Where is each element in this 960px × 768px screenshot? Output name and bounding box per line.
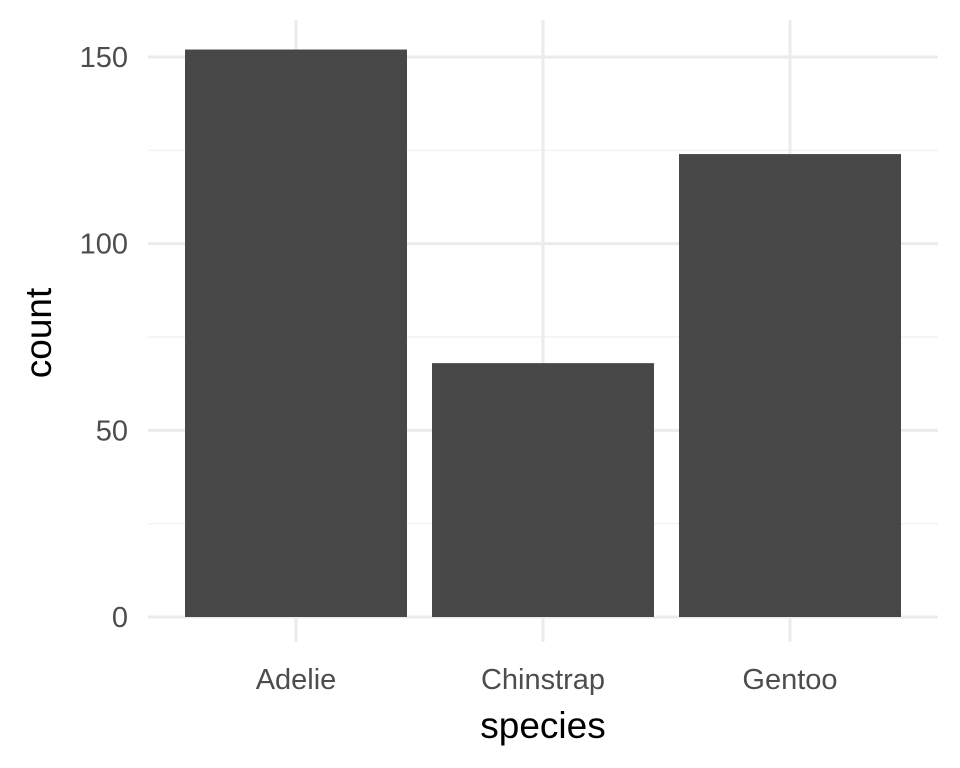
- x-tick-labels: Adelie Chinstrap Gentoo: [256, 664, 838, 696]
- y-tick-labels: 0 50 100 150: [80, 42, 128, 634]
- x-tick-label: Chinstrap: [481, 664, 605, 696]
- y-tick-label: 0: [112, 602, 128, 634]
- y-tick-label: 50: [96, 415, 128, 447]
- y-axis-title: count: [18, 287, 59, 378]
- x-axis-title: species: [480, 705, 605, 746]
- bar-gentoo: [679, 154, 901, 618]
- bar-adelie: [185, 49, 407, 618]
- x-tick-label: Adelie: [256, 664, 337, 696]
- bar-chinstrap: [432, 363, 654, 617]
- y-tick-label: 100: [80, 229, 128, 261]
- y-tick-label: 150: [80, 42, 128, 74]
- x-tick-label: Gentoo: [742, 664, 837, 696]
- bars: [185, 49, 901, 618]
